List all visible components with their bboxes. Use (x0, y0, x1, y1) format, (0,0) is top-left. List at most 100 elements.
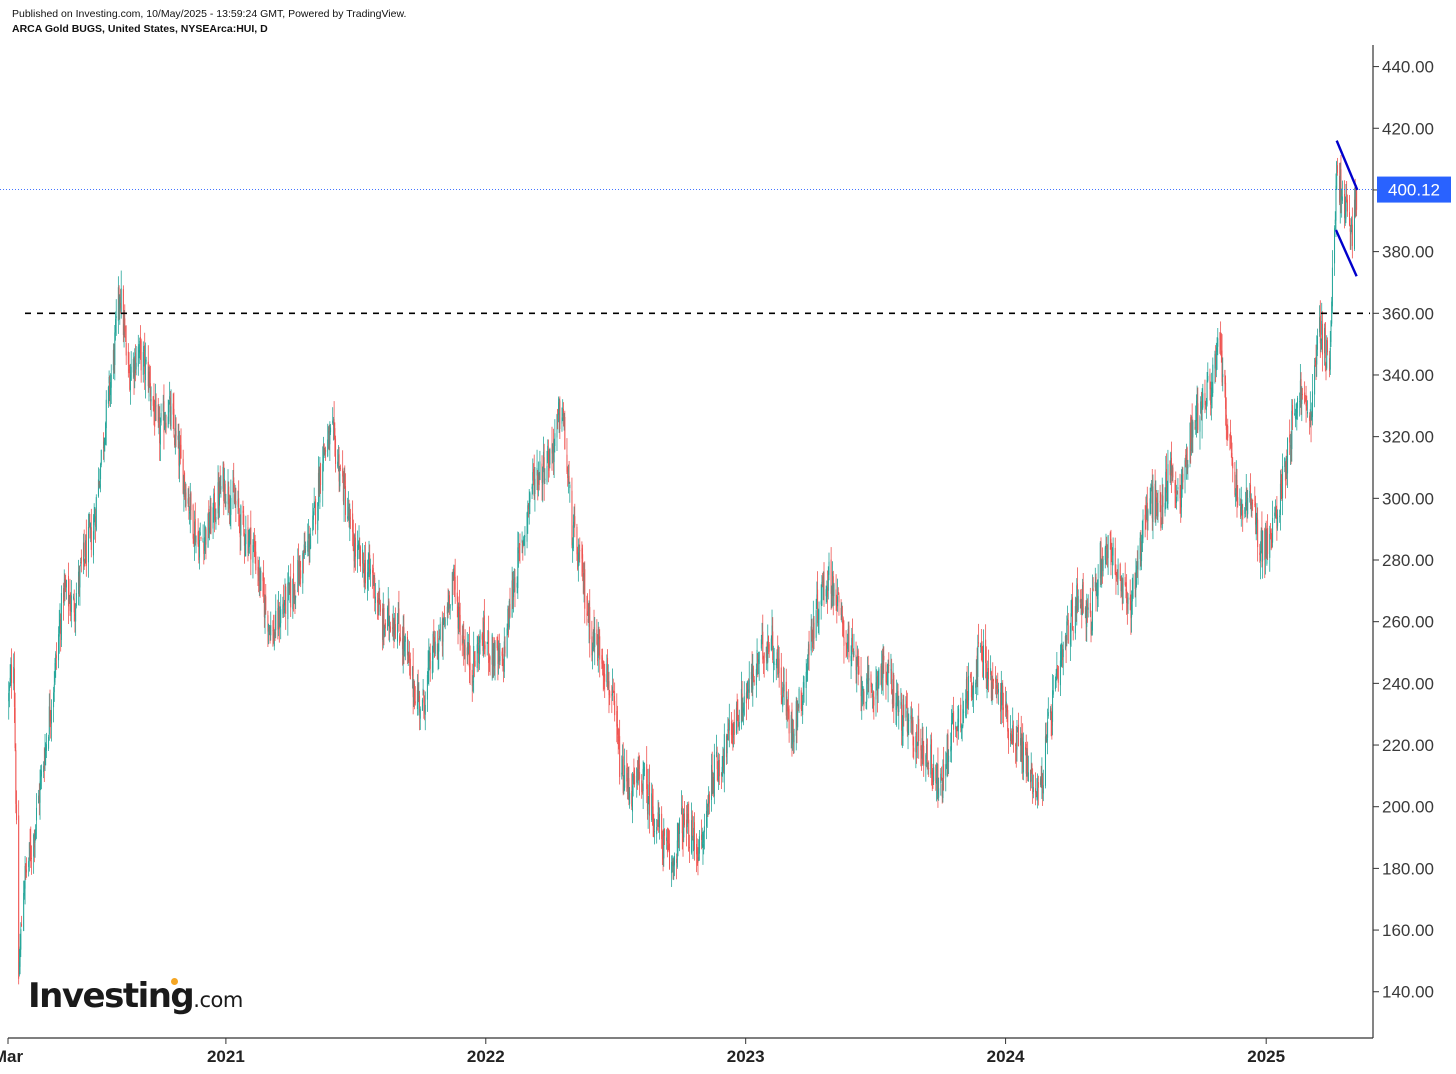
candle (1301, 386, 1303, 422)
candle-body (152, 396, 154, 406)
candle-body (189, 511, 191, 514)
candle (220, 475, 222, 498)
candle-body (193, 534, 195, 542)
candle-body (230, 497, 232, 515)
candle-body (1262, 530, 1264, 561)
candle (1132, 573, 1134, 600)
candle (1169, 460, 1171, 483)
candle (1279, 509, 1281, 523)
candle (463, 621, 465, 666)
candle-body (877, 686, 879, 690)
candle (1180, 484, 1182, 523)
candle (703, 830, 705, 855)
candle (83, 529, 85, 571)
candle (469, 645, 471, 685)
candle-body (628, 778, 630, 801)
candle (467, 642, 469, 666)
candle-body (1166, 468, 1168, 493)
candle (976, 647, 978, 688)
candle (1079, 589, 1081, 609)
candle (129, 364, 131, 392)
candle (68, 594, 70, 604)
candle-body (404, 636, 406, 642)
candle-body (100, 463, 102, 480)
candle (1111, 542, 1113, 563)
candle (254, 534, 256, 564)
candle-body (785, 681, 787, 716)
candle-body (1242, 510, 1244, 520)
candle (1175, 484, 1177, 510)
candle-body (1175, 488, 1177, 502)
candle (65, 574, 67, 593)
candle (347, 497, 349, 522)
candle (662, 829, 664, 872)
candle-body (218, 486, 220, 508)
candle-body (242, 510, 244, 513)
candle-body (1245, 502, 1247, 507)
candle-body (955, 726, 957, 730)
candle-body (90, 522, 92, 530)
candle (845, 630, 847, 658)
x-tick-label: 2025 (1247, 1047, 1285, 1066)
candle (1035, 791, 1037, 798)
candle-body (1021, 737, 1023, 757)
candle (1306, 400, 1308, 418)
candle (1095, 573, 1097, 612)
candle-body (626, 777, 628, 789)
candle (1080, 598, 1082, 615)
candle (528, 503, 530, 518)
candle-body (409, 658, 411, 680)
candle-body (438, 638, 440, 652)
candle (786, 691, 788, 729)
candle (626, 749, 628, 792)
candle (916, 741, 918, 759)
candle (935, 764, 937, 791)
candle-body (1356, 190, 1358, 210)
candle (567, 464, 569, 494)
candle (283, 584, 285, 618)
candle-body (782, 683, 784, 694)
candle (553, 438, 555, 478)
candle (432, 631, 434, 673)
candle (372, 553, 374, 599)
candle-body (9, 677, 11, 682)
candle (453, 564, 455, 581)
candle (678, 817, 680, 852)
candle-body (498, 648, 500, 663)
candle-body (551, 443, 553, 454)
candle-body (596, 629, 598, 644)
candle (1304, 395, 1306, 402)
candle-body (334, 428, 336, 440)
candle (781, 695, 783, 705)
candle (952, 712, 954, 725)
candle (362, 552, 364, 574)
candle (419, 706, 421, 730)
candle (1126, 574, 1128, 615)
candle (1037, 773, 1039, 809)
candle (228, 481, 230, 513)
candle-body (663, 831, 665, 859)
candle (322, 436, 324, 472)
candle-body (215, 516, 217, 525)
candle-body (431, 660, 433, 674)
candle-body (937, 764, 939, 794)
candle-body (1339, 175, 1341, 206)
candle-body (666, 837, 668, 841)
candle (661, 830, 663, 866)
candle-body (541, 463, 543, 483)
candle-body (499, 656, 501, 662)
candle (1002, 692, 1004, 728)
candle-body (726, 735, 728, 754)
candle-body (1002, 685, 1004, 711)
y-tick-label: 420.00 (1382, 119, 1434, 138)
candle (503, 658, 505, 683)
candle-body (1344, 213, 1346, 219)
candle (1071, 594, 1073, 617)
candle-body (526, 512, 528, 542)
candle (474, 651, 476, 667)
candle (788, 705, 790, 743)
candle-body (579, 550, 581, 552)
candle (70, 580, 72, 628)
candle (50, 699, 52, 742)
